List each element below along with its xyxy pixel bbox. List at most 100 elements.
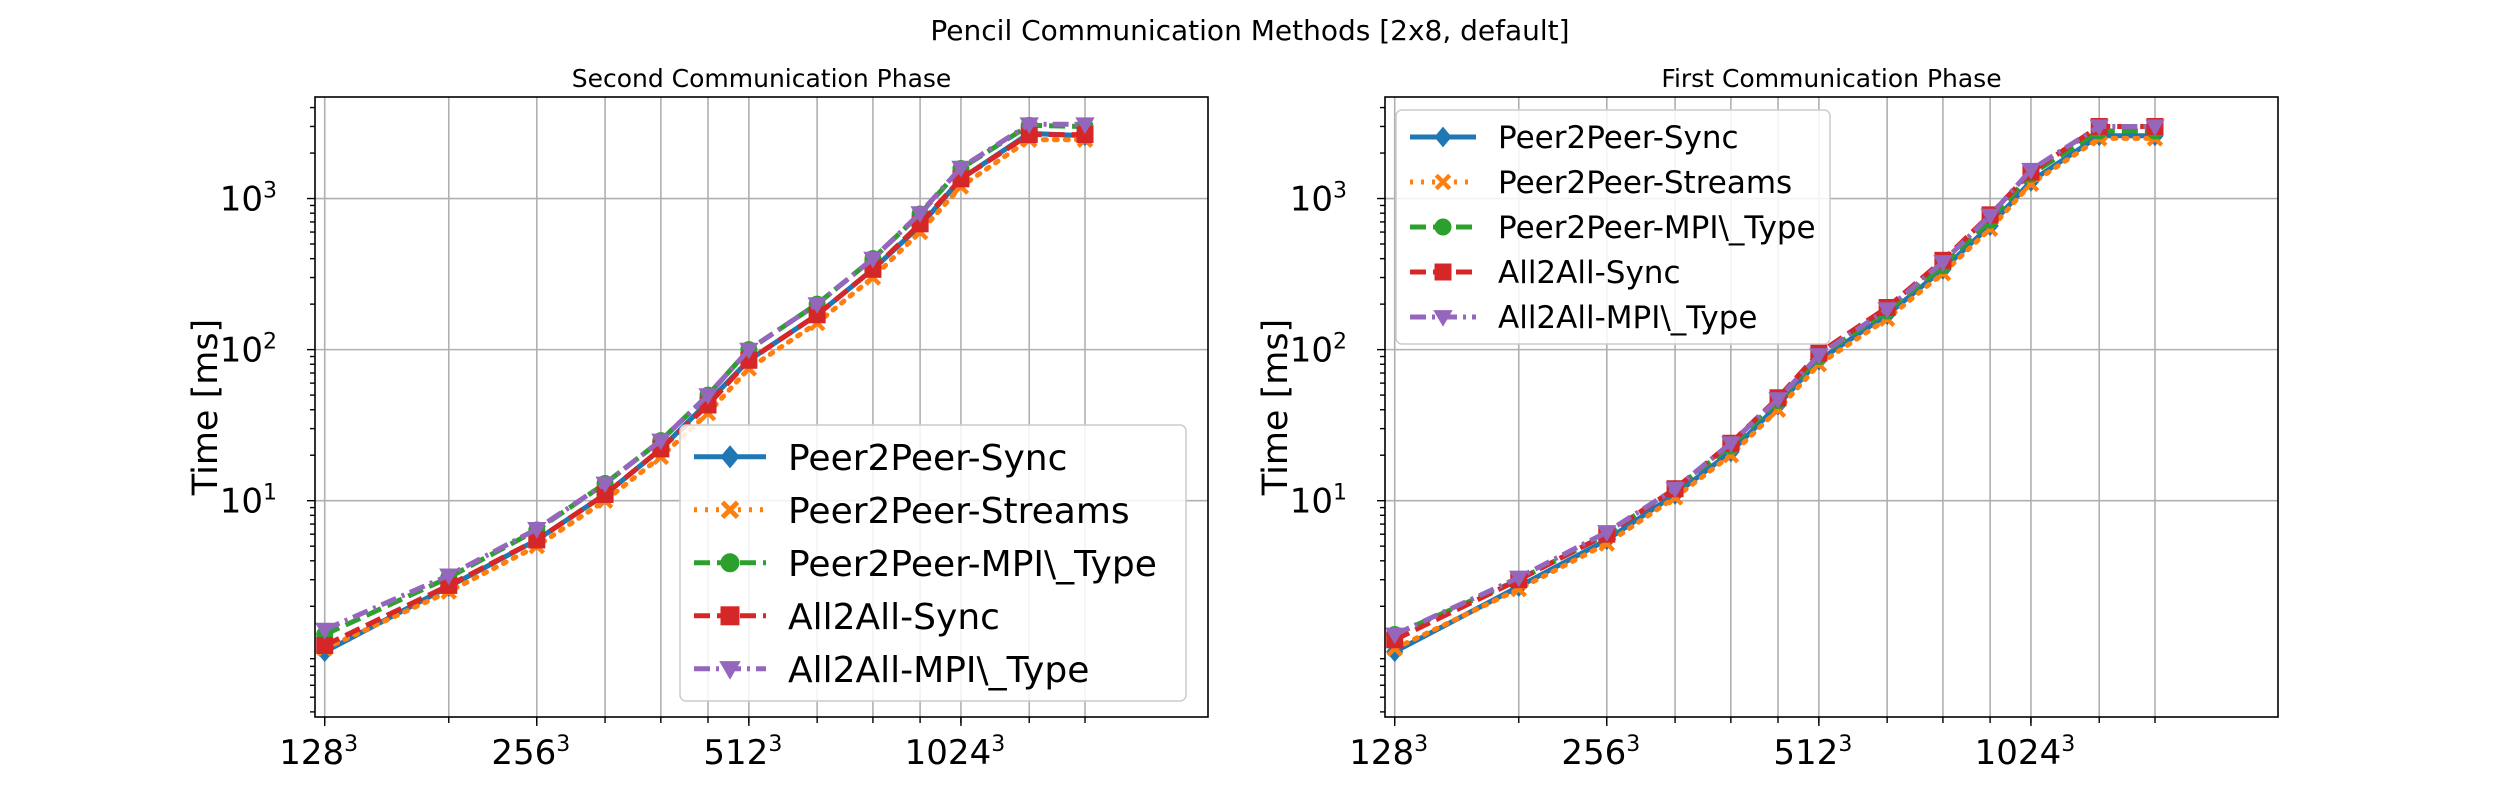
legend-marker <box>720 445 740 469</box>
legend-marker <box>1434 173 1452 191</box>
data-point <box>1665 481 1685 499</box>
data-point <box>595 476 615 494</box>
legend-marker <box>719 661 741 680</box>
x-tick-exponent: 3 <box>344 732 358 757</box>
data-point <box>1768 392 1788 409</box>
panel-title: Second Communication Phase <box>572 64 952 93</box>
legend-label: Peer2Peer-Streams <box>1498 165 1792 201</box>
data-point <box>439 568 459 586</box>
legend-marker <box>720 500 740 520</box>
data-point <box>2089 119 2109 137</box>
data-point <box>1386 641 1404 663</box>
tick-label: 1283 <box>1349 732 1428 773</box>
data-point <box>1019 117 1039 135</box>
tick-label: 101 <box>1290 481 1347 522</box>
y-axis-label: Time [ms] <box>186 319 226 496</box>
x-tick-base: 128 <box>1349 733 1414 773</box>
y-tick-base: 10 <box>220 180 263 220</box>
tick-label: 2563 <box>491 732 570 773</box>
legend-label: All2All-MPI\_Type <box>1498 300 1758 336</box>
data-point <box>1933 255 1953 272</box>
y-tick-exponent: 3 <box>263 179 277 204</box>
data-point <box>1980 208 2000 226</box>
legend-marker <box>1434 126 1452 148</box>
tick-label: 1283 <box>279 732 358 773</box>
plot-frame <box>314 96 1209 718</box>
x-tick-base: 256 <box>1561 733 1626 773</box>
y-tick-exponent: 1 <box>1333 481 1347 506</box>
data-point <box>807 297 827 314</box>
data-point <box>1877 302 1897 320</box>
y-tick-exponent: 2 <box>1333 330 1347 355</box>
x-tick-base: 1024 <box>1975 733 2062 773</box>
x-tick-exponent: 3 <box>1838 732 1852 757</box>
x-tick-base: 256 <box>491 733 556 773</box>
data-point <box>698 388 718 405</box>
data-point <box>1809 348 1829 365</box>
legend-label: All2All-Sync <box>1498 255 1681 291</box>
data-point <box>1509 570 1529 588</box>
data-point <box>1721 436 1741 454</box>
panel-title: First Communication Phase <box>1661 64 2001 93</box>
legend: Peer2Peer-Sync Peer2Peer-Streams Peer2Peer… <box>679 424 1187 702</box>
y-tick-exponent: 1 <box>263 481 277 506</box>
legend-marker <box>1434 263 1452 281</box>
tick-label: 10243 <box>1975 732 2076 773</box>
x-tick-exponent: 3 <box>1626 732 1640 757</box>
x-tick-exponent: 3 <box>556 732 570 757</box>
tick-label: 102 <box>1290 330 1347 371</box>
x-tick-base: 128 <box>279 733 344 773</box>
tick-label: 5123 <box>1773 732 1852 773</box>
data-point <box>315 622 335 640</box>
legend-marker <box>720 606 740 626</box>
legend-label: All2All-MPI\_Type <box>788 650 1089 691</box>
x-tick-base: 1024 <box>905 733 992 773</box>
plot-frame <box>1384 96 2279 718</box>
data-point <box>316 637 334 655</box>
legend-marker <box>720 553 740 573</box>
y-tick-base: 10 <box>1290 180 1333 220</box>
tick-label: 5123 <box>703 732 782 773</box>
data-point <box>651 433 671 451</box>
x-tick-base: 512 <box>1773 733 1838 773</box>
data-point <box>1385 627 1405 645</box>
x-tick-exponent: 3 <box>2061 732 2075 757</box>
legend-label: Peer2Peer-Sync <box>788 438 1067 479</box>
y-tick-base: 10 <box>220 331 263 371</box>
figure-title: Pencil Communication Methods [2x8, defau… <box>930 14 1569 47</box>
tick-label: 103 <box>1290 179 1347 220</box>
legend-marker <box>1434 218 1452 236</box>
y-tick-base: 10 <box>1290 331 1333 371</box>
series-5 <box>315 117 1095 640</box>
tick-label: 101 <box>220 481 277 522</box>
series-5 <box>1385 119 2165 645</box>
legend-box <box>1395 109 1831 345</box>
y-tick-exponent: 3 <box>1333 179 1347 204</box>
data-point <box>2021 162 2041 180</box>
legend: Peer2Peer-Sync Peer2Peer-Streams Peer2Peer… <box>1395 109 1831 345</box>
x-tick-exponent: 3 <box>991 732 1005 757</box>
legend-label: Peer2Peer-Sync <box>1498 120 1739 156</box>
tick-label: 102 <box>220 330 277 371</box>
data-point <box>951 160 971 178</box>
legend-marker <box>1433 310 1453 327</box>
data-point <box>863 251 883 269</box>
legend-label: Peer2Peer-MPI\_Type <box>788 544 1157 585</box>
data-point <box>1075 117 1095 135</box>
legend-box <box>679 424 1187 702</box>
tick-label: 10243 <box>905 732 1006 773</box>
y-tick-base: 10 <box>1290 482 1333 522</box>
legend-label: Peer2Peer-MPI\_Type <box>1498 210 1816 246</box>
y-tick-exponent: 2 <box>263 330 277 355</box>
data-point <box>527 522 547 539</box>
data-point <box>910 206 930 223</box>
x-tick-exponent: 3 <box>768 732 782 757</box>
data-point <box>2145 119 2165 137</box>
legend-label: All2All-Sync <box>788 597 1000 638</box>
legend-label: Peer2Peer-Streams <box>788 491 1130 532</box>
data-point <box>739 342 759 360</box>
tick-label: 2563 <box>1561 732 1640 773</box>
